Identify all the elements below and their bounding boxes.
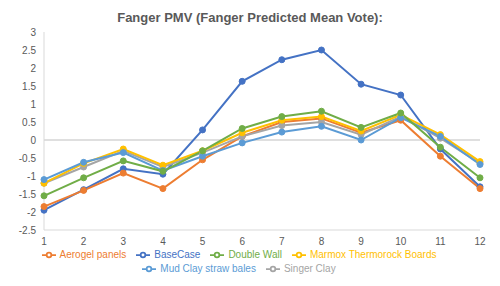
svg-text:3: 3 — [30, 28, 36, 38]
svg-text:9: 9 — [358, 236, 364, 247]
svg-text:1.5: 1.5 — [22, 81, 36, 92]
svg-text:5: 5 — [200, 236, 206, 247]
svg-text:4: 4 — [160, 236, 166, 247]
html-text:Singer Clay: Singer Clay — [283, 262, 336, 274]
svg-text:10: 10 — [395, 236, 407, 247]
svg-text:12: 12 — [474, 236, 486, 247]
svg-text:6: 6 — [239, 236, 245, 247]
html-text:Fanger PMV (Fanger Predicted M: Fanger PMV (Fanger Predicted Mean Vote): — [117, 10, 383, 25]
svg-text:7: 7 — [279, 236, 285, 247]
html-text:Aerogel panels: Aerogel panels — [59, 248, 127, 260]
svg-text:-1: -1 — [27, 171, 36, 182]
svg-text:0.5: 0.5 — [22, 117, 36, 128]
svg-text:1: 1 — [41, 236, 47, 247]
svg-text:1: 1 — [30, 99, 36, 110]
html-text:Marmox Thermorock Boards: Marmox Thermorock Boards — [309, 248, 437, 260]
svg-text:11: 11 — [435, 236, 446, 247]
html-text:Mud Clay straw bales: Mud Clay straw bales — [160, 262, 256, 274]
svg-text:2: 2 — [30, 63, 36, 74]
svg-text:2.5: 2.5 — [22, 45, 36, 56]
svg-text:3: 3 — [120, 236, 126, 247]
svg-text:-2: -2 — [27, 207, 36, 218]
svg-text:0: 0 — [30, 135, 36, 146]
svg-text:-2.5: -2.5 — [19, 225, 37, 236]
svg-text:-1.5: -1.5 — [19, 189, 37, 200]
svg-text:-0.5: -0.5 — [19, 153, 37, 164]
html-text:BaseCase: BaseCase — [154, 248, 201, 260]
svg-text:2: 2 — [81, 236, 87, 247]
svg-text:8: 8 — [319, 236, 325, 247]
html-text:Double Wall: Double Wall — [228, 248, 282, 260]
